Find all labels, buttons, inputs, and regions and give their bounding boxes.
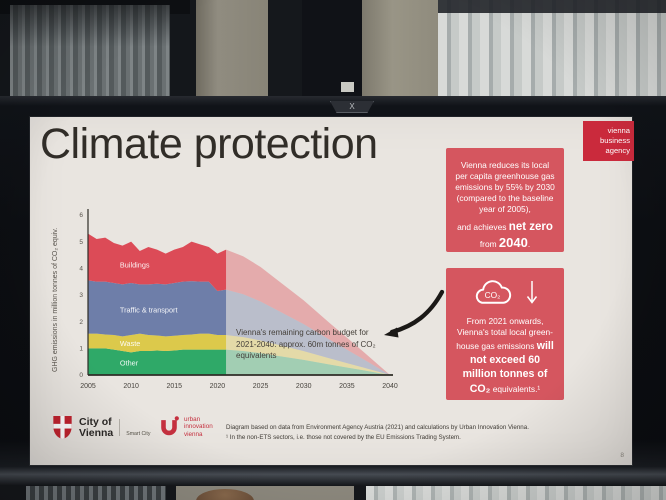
smart-city-label: Smart City	[126, 431, 151, 437]
wordmark-line: innovation	[184, 423, 213, 431]
svg-text:4: 4	[79, 266, 83, 273]
brand-line: vienna	[607, 126, 630, 135]
wordmark-line: vienna	[184, 430, 203, 438]
chart-y-axis-label: GHG emissions in million tonnes of CO₂ e…	[52, 227, 59, 372]
brand-line: business	[600, 135, 630, 145]
svg-text:2025: 2025	[253, 383, 269, 390]
small-wall-label	[341, 82, 354, 92]
ets-footnote: ¹ In the non-ETS sectors, i.e. those not…	[226, 433, 461, 441]
wordmark-line: Vienna	[79, 426, 114, 439]
text-segment: and achieves	[457, 222, 509, 233]
brand-line: agency	[605, 145, 631, 155]
text-segment: From 2021 onwards, Vienna's total local …	[456, 316, 553, 351]
tv-mount-column	[302, 0, 362, 98]
svg-text:2015: 2015	[166, 383, 182, 390]
svg-text:3: 3	[79, 292, 83, 299]
wordmark-line: urban	[184, 416, 201, 424]
logo-divider	[119, 419, 121, 436]
wordmark-line: City of	[79, 415, 112, 428]
city-of-vienna-logo: City of Vienna Smart City	[52, 415, 150, 440]
sixty-million-tonnes-emphasis: will not exceed 60 million tonnes of CO₂	[462, 339, 554, 395]
slide-title: Climate protection	[40, 120, 378, 168]
vienna-shield-icon	[53, 416, 72, 439]
footnotes: Diagram based on data from Environment A…	[226, 423, 546, 443]
svg-text:2010: 2010	[123, 383, 139, 390]
audience-head	[196, 489, 254, 500]
svg-text:2040: 2040	[382, 383, 398, 390]
carbon-budget-annotation: Vienna's remaining carbon budget for 202…	[236, 328, 376, 361]
white-curtain-right	[438, 0, 666, 98]
svg-text:5: 5	[79, 239, 83, 246]
page-number: 8	[620, 452, 624, 459]
room-background-bottom	[0, 484, 666, 500]
callout-text-emphasis: and achieves net zero from 2040.	[454, 220, 556, 251]
presentation-slide: Climate protection vienna business agenc…	[30, 117, 634, 465]
svg-text:0: 0	[79, 372, 83, 379]
svg-text:2030: 2030	[296, 383, 312, 390]
svg-text:Buildings: Buildings	[120, 260, 150, 269]
emissions-chart: 0 1 2 3 4 5 6 2005 2010 2015 2020 2025 2030 2035 2040 O…	[79, 209, 398, 390]
co2-cloud-label: CO₂	[484, 290, 500, 300]
co2-icon-row: CO₂	[454, 277, 556, 309]
window-frame-gap	[268, 0, 302, 98]
ceiling-beam-right	[438, 0, 666, 13]
svg-text:2035: 2035	[339, 383, 355, 390]
callout-box-emission-target: Vienna reduces its local per capita gree…	[446, 148, 564, 252]
co2-cloud-icon: CO₂	[475, 280, 511, 304]
svg-text:2005: 2005	[80, 383, 96, 390]
vienna-business-agency-logo: vienna business agency	[583, 121, 634, 161]
svg-text:Waste: Waste	[120, 339, 140, 348]
callout-box-carbon-budget: CO₂ From 2021 onwards, Vienna's total lo…	[446, 268, 564, 400]
text-segment: .	[527, 238, 531, 249]
year-2040-emphasis: 2040	[498, 234, 528, 250]
svg-text:Other: Other	[120, 358, 139, 367]
text-segment: from	[479, 238, 499, 249]
text-segment: equivalents.¹	[490, 383, 541, 394]
source-note: Diagram based on data from Environment A…	[226, 424, 529, 431]
callout-text: From 2021 onwards, Vienna's total local …	[454, 316, 556, 396]
concrete-pillar-right	[362, 0, 438, 98]
room-background-top	[0, 0, 666, 98]
callout-text: Vienna reduces its local per capita gree…	[455, 160, 555, 215]
svg-text:Traffic & transport: Traffic & transport	[120, 306, 178, 315]
city-of-vienna-wordmark: City of Vienna	[79, 417, 113, 438]
gray-curtain-left	[10, 5, 170, 98]
urban-innovation-vienna-logo: urban innovation vienna	[158, 416, 213, 438]
urban-innovation-u-icon	[161, 416, 179, 436]
svg-text:2020: 2020	[210, 383, 226, 390]
urban-innovation-wordmark: urban innovation vienna	[184, 416, 213, 438]
svg-text:1: 1	[79, 346, 83, 353]
white-curtain-bottom-right	[366, 484, 666, 500]
concrete-pillar-left	[196, 0, 268, 98]
blinds-bottom-left	[26, 484, 166, 500]
down-arrow-icon	[526, 281, 537, 304]
tv-brand-logo: X	[330, 101, 374, 113]
svg-text:2: 2	[79, 319, 83, 326]
net-zero-emphasis: net zero	[508, 221, 553, 234]
svg-text:6: 6	[79, 212, 83, 219]
curved-arrow-icon	[384, 289, 445, 338]
